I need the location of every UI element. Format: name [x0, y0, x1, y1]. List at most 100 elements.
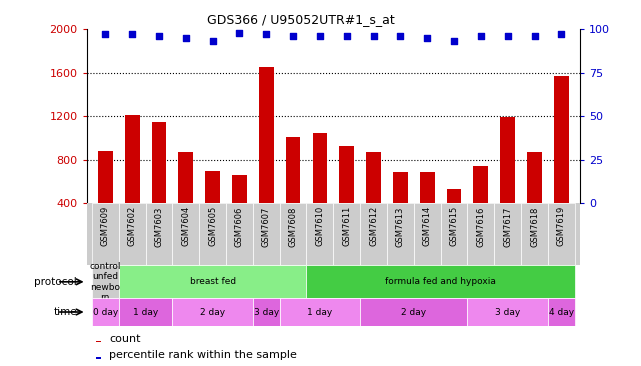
- Bar: [414, 203, 440, 265]
- Text: GSM7617: GSM7617: [503, 206, 512, 247]
- Point: [422, 35, 432, 41]
- Bar: [393, 172, 408, 247]
- Bar: [119, 203, 146, 265]
- Text: GSM7616: GSM7616: [476, 206, 485, 247]
- Text: GSM7606: GSM7606: [235, 206, 244, 247]
- Bar: [286, 137, 301, 247]
- Text: GSM7607: GSM7607: [262, 206, 271, 247]
- Bar: [467, 298, 548, 326]
- Point: [369, 33, 379, 39]
- Bar: [366, 152, 381, 247]
- Point: [100, 31, 110, 37]
- Bar: [360, 298, 467, 326]
- Text: 2 day: 2 day: [401, 307, 426, 317]
- Bar: [96, 341, 101, 342]
- Point: [127, 31, 137, 37]
- Text: 0 day: 0 day: [93, 307, 118, 317]
- Bar: [306, 203, 333, 265]
- Text: GSM7615: GSM7615: [449, 206, 458, 246]
- Bar: [494, 203, 521, 265]
- Bar: [96, 357, 101, 359]
- Bar: [92, 298, 119, 326]
- Text: 1 day: 1 day: [133, 307, 158, 317]
- Bar: [146, 203, 172, 265]
- Point: [503, 33, 513, 39]
- Point: [342, 33, 352, 39]
- Text: GSM7602: GSM7602: [128, 206, 137, 246]
- Text: GSM7614: GSM7614: [422, 206, 431, 246]
- Bar: [92, 203, 119, 265]
- Bar: [306, 265, 575, 298]
- Bar: [226, 203, 253, 265]
- Text: GSM7603: GSM7603: [154, 206, 163, 247]
- Bar: [172, 298, 253, 326]
- Bar: [119, 298, 172, 326]
- Point: [476, 33, 486, 39]
- Bar: [339, 146, 354, 247]
- Bar: [151, 122, 166, 247]
- Bar: [521, 203, 548, 265]
- Point: [181, 35, 191, 41]
- Bar: [467, 203, 494, 265]
- Bar: [232, 175, 247, 247]
- Text: GSM7608: GSM7608: [288, 206, 297, 247]
- Text: GSM7612: GSM7612: [369, 206, 378, 246]
- Bar: [253, 298, 279, 326]
- Text: protocol: protocol: [34, 277, 77, 287]
- Bar: [447, 189, 462, 247]
- Text: 1 day: 1 day: [307, 307, 333, 317]
- Text: percentile rank within the sample: percentile rank within the sample: [109, 350, 297, 360]
- Text: formula fed and hypoxia: formula fed and hypoxia: [385, 277, 496, 286]
- Bar: [333, 203, 360, 265]
- Text: GSM7619: GSM7619: [557, 206, 566, 246]
- Point: [288, 33, 298, 39]
- Bar: [259, 67, 274, 247]
- Text: breast fed: breast fed: [190, 277, 236, 286]
- Bar: [199, 203, 226, 265]
- Text: GSM7610: GSM7610: [315, 206, 324, 246]
- Point: [208, 38, 218, 44]
- Bar: [548, 203, 575, 265]
- Point: [154, 33, 164, 39]
- Bar: [420, 172, 435, 247]
- Text: control
unfed
newbo
rn: control unfed newbo rn: [90, 262, 121, 302]
- Bar: [279, 203, 306, 265]
- Point: [449, 38, 459, 44]
- Bar: [178, 152, 193, 247]
- Text: count: count: [109, 333, 140, 344]
- Bar: [387, 203, 414, 265]
- Text: 2 day: 2 day: [200, 307, 225, 317]
- Point: [556, 31, 567, 37]
- Bar: [119, 265, 306, 298]
- Text: GSM7611: GSM7611: [342, 206, 351, 246]
- Bar: [360, 203, 387, 265]
- Text: GSM7609: GSM7609: [101, 206, 110, 246]
- Point: [235, 30, 245, 36]
- Point: [395, 33, 406, 39]
- Text: GSM7604: GSM7604: [181, 206, 190, 246]
- Text: 3 day: 3 day: [495, 307, 520, 317]
- Point: [529, 33, 540, 39]
- Text: GDS366 / U95052UTR#1_s_at: GDS366 / U95052UTR#1_s_at: [208, 12, 395, 26]
- Bar: [253, 203, 279, 265]
- Bar: [501, 117, 515, 247]
- Bar: [313, 132, 328, 247]
- Bar: [548, 298, 575, 326]
- Bar: [172, 203, 199, 265]
- Bar: [474, 166, 488, 247]
- Bar: [205, 171, 220, 247]
- Text: 3 day: 3 day: [254, 307, 279, 317]
- Point: [315, 33, 325, 39]
- Bar: [92, 265, 119, 298]
- Text: 4 day: 4 day: [549, 307, 574, 317]
- Bar: [554, 76, 569, 247]
- Text: GSM7613: GSM7613: [396, 206, 405, 247]
- Text: time: time: [53, 307, 77, 317]
- Text: GSM7605: GSM7605: [208, 206, 217, 246]
- Point: [261, 31, 271, 37]
- Bar: [98, 151, 113, 247]
- Bar: [440, 203, 467, 265]
- Bar: [527, 152, 542, 247]
- Text: GSM7618: GSM7618: [530, 206, 539, 247]
- Bar: [125, 115, 140, 247]
